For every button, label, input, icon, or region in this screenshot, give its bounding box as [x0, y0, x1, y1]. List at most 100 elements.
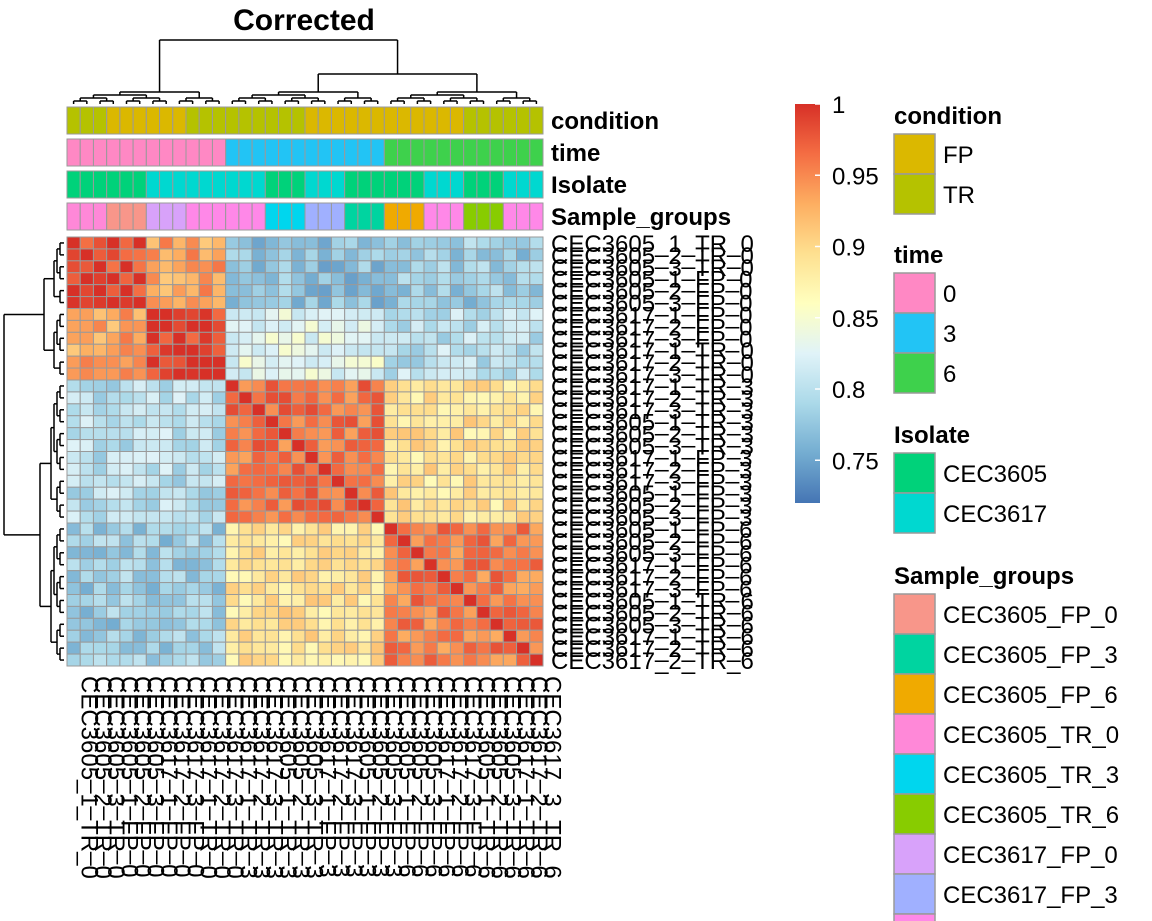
heatmap-cell — [423, 641, 438, 655]
heatmap-cell — [344, 343, 359, 357]
heatmap-cell — [198, 605, 213, 619]
heatmap-cell — [172, 641, 187, 655]
heatmap-cell — [397, 343, 412, 357]
heatmap-cell — [119, 641, 134, 655]
heatmap-cell — [344, 582, 359, 595]
annotation-cell — [278, 106, 293, 135]
annotation-cell — [92, 138, 108, 167]
heatmap-cell — [185, 570, 200, 584]
heatmap-cell — [159, 534, 174, 548]
heatmap-cell — [159, 522, 174, 536]
heatmap-cell — [92, 236, 108, 250]
heatmap-cell — [92, 379, 108, 393]
heatmap-cell — [423, 331, 438, 345]
heatmap-cell — [291, 272, 306, 286]
heatmap-cell — [357, 510, 372, 524]
heatmap-cell — [330, 367, 346, 381]
heatmap-cell — [516, 236, 531, 250]
heatmap-cell — [489, 427, 504, 441]
colorbar-gradient — [795, 104, 820, 503]
annotation-cell — [119, 202, 134, 231]
annotation-cell — [529, 202, 544, 231]
heatmap-cell — [238, 605, 253, 619]
heatmap-cell — [132, 558, 147, 572]
heatmap-cell — [185, 534, 200, 548]
heatmap-cell — [449, 403, 465, 417]
heatmap-cell — [66, 284, 81, 298]
heatmap-cell — [291, 260, 306, 274]
heatmap-cell — [304, 379, 319, 393]
heatmap-cell — [145, 582, 161, 595]
annotation-cell — [502, 202, 518, 231]
heatmap-cell — [529, 427, 544, 441]
annotation-cell — [238, 202, 253, 231]
heatmap-cell — [516, 486, 531, 500]
heatmap-cell — [225, 451, 240, 464]
heatmap-cell — [423, 272, 438, 286]
annotation-cell — [304, 138, 319, 167]
heatmap-cell — [516, 462, 531, 476]
heatmap-cell — [172, 248, 187, 262]
heatmap-cell — [251, 617, 266, 631]
heatmap-cell — [370, 367, 385, 381]
heatmap-cell — [132, 594, 147, 607]
heatmap-cell — [291, 284, 306, 298]
heatmap-cell — [159, 605, 174, 619]
heatmap-cell — [79, 415, 94, 429]
annotation-cell — [423, 202, 438, 231]
heatmap-cell — [198, 308, 213, 321]
legend-swatch — [893, 312, 936, 354]
heatmap-cell — [92, 510, 108, 524]
heatmap-cell — [317, 510, 332, 524]
heatmap-cell — [317, 594, 332, 607]
heatmap-cell — [291, 379, 306, 393]
heatmap-cell — [489, 319, 504, 333]
heatmap-cell — [502, 653, 518, 667]
heatmap-cell — [463, 653, 478, 667]
annotation-cell — [330, 138, 346, 167]
annotation-cell — [198, 170, 213, 199]
heatmap-cell — [278, 510, 293, 524]
colorbar-tick-label: 0.75 — [832, 448, 879, 475]
heatmap-cell — [145, 558, 161, 572]
heatmap-cell — [185, 617, 200, 631]
heatmap-cell — [383, 451, 399, 464]
annotation-cell — [317, 170, 332, 199]
heatmap-cell — [370, 355, 385, 369]
heatmap-cell — [529, 308, 544, 321]
heatmap-cell — [198, 439, 213, 453]
heatmap-cell — [119, 558, 134, 572]
heatmap-cell — [476, 391, 491, 405]
heatmap-cell — [383, 498, 399, 512]
heatmap-cell — [291, 439, 306, 453]
legend-swatch — [893, 673, 936, 715]
heatmap-cell — [344, 296, 359, 310]
annotation-cell — [66, 106, 81, 135]
heatmap-cell — [66, 451, 81, 464]
heatmap-cell — [502, 534, 518, 548]
heatmap-cell — [410, 248, 425, 262]
heatmap-cell — [449, 546, 465, 560]
annotation-cell — [119, 170, 134, 199]
annotation-cell — [357, 106, 372, 135]
heatmap-cell — [132, 653, 147, 667]
heatmap-cell — [66, 474, 81, 488]
heatmap-cell — [66, 498, 81, 512]
heatmap-cell — [92, 439, 108, 453]
heatmap-cell — [185, 308, 200, 321]
heatmap-cell — [264, 415, 280, 429]
heatmap-cell — [79, 319, 94, 333]
heatmap-cell — [344, 272, 359, 286]
heatmap-cell — [106, 367, 121, 381]
heatmap-cell — [79, 522, 94, 536]
heatmap-cell — [291, 236, 306, 250]
heatmap-cell — [198, 415, 213, 429]
heatmap-cell — [225, 629, 240, 643]
heatmap-cell — [370, 427, 385, 441]
heatmap-cell — [423, 546, 438, 560]
heatmap-cell — [516, 331, 531, 345]
heatmap-cell — [79, 403, 94, 417]
heatmap-cell — [198, 629, 213, 643]
heatmap-cell — [92, 427, 108, 441]
row-label: CEC3617_2_TR_3 — [551, 386, 754, 413]
